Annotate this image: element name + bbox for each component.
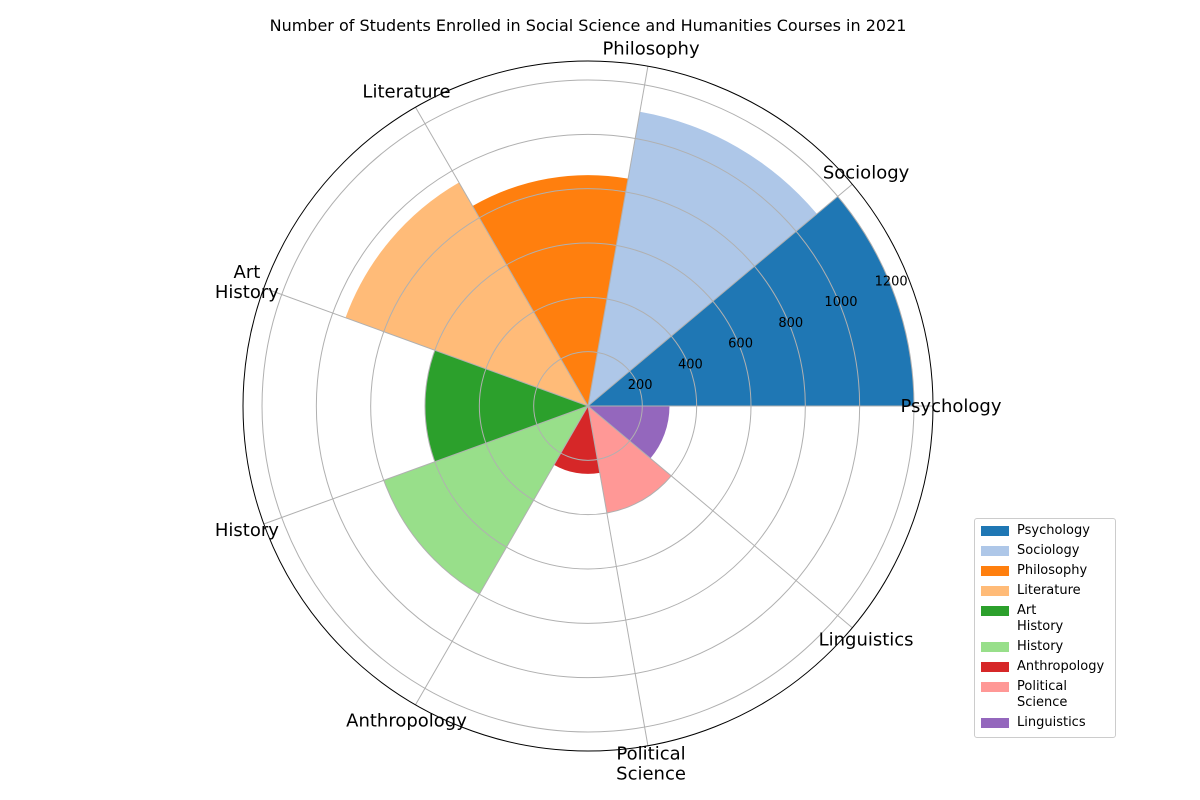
bar-political-science	[588, 406, 672, 514]
legend-label: History	[1017, 639, 1064, 654]
category-label-political-science: Political Science	[616, 743, 686, 784]
bar-sociology	[588, 111, 817, 407]
grid-spoke	[587, 405, 649, 746]
grid-spoke	[587, 66, 649, 407]
radial-tick-label: 600	[728, 337, 753, 352]
legend-swatch	[981, 526, 1009, 536]
bars-layer	[345, 111, 914, 595]
legend-label: Psychology	[1017, 523, 1090, 538]
grid-spoke	[587, 405, 853, 629]
legend-swatch	[981, 606, 1009, 616]
legend-item-philosophy: Philosophy	[981, 563, 1109, 579]
category-label-art-history: Art History	[215, 262, 279, 303]
grid-layer	[261, 66, 933, 746]
bar-art-history	[425, 350, 588, 462]
category-label-sociology: Sociology	[823, 163, 910, 184]
legend-item-history: History	[981, 639, 1109, 655]
grid-spoke	[263, 287, 589, 407]
legend-swatch	[981, 662, 1009, 672]
category-label-literature: Literature	[362, 82, 450, 103]
bar-philosophy	[472, 175, 629, 406]
category-label-philosophy: Philosophy	[602, 39, 700, 60]
bar-anthropology	[554, 406, 600, 474]
legend-item-anthropology: Anthropology	[981, 659, 1109, 675]
bar-psychology	[588, 196, 914, 406]
radial-tick-label: 400	[678, 357, 703, 372]
legend-swatch	[981, 546, 1009, 556]
grid-spoke	[415, 106, 589, 407]
chart-title: Number of Students Enrolled in Social Sc…	[270, 16, 907, 35]
legend-swatch	[981, 682, 1009, 692]
radial-tick-labels: 200 400 600 800 1000 1200	[628, 274, 908, 393]
radial-tick-label: 1200	[875, 274, 908, 289]
category-label-linguistics: Linguistics	[819, 629, 914, 650]
category-label-psychology: Psychology	[901, 396, 1002, 417]
legend-item-literature: Literature	[981, 583, 1109, 599]
legend-label: Art History	[1017, 603, 1064, 634]
category-labels: Psychology Sociology Philosophy Literature A…	[215, 39, 1002, 785]
bar-literature	[345, 182, 588, 406]
grid-spoke	[415, 405, 589, 706]
legend-item-art-history: Art History	[981, 603, 1109, 635]
bar-history	[383, 406, 588, 595]
bar-linguistics	[588, 406, 670, 459]
radial-tick-label: 200	[628, 378, 653, 393]
legend-label: Sociology	[1017, 543, 1080, 558]
legend-label: Linguistics	[1017, 715, 1086, 730]
radial-tick-label: 800	[778, 316, 803, 331]
legend-swatch	[981, 718, 1009, 728]
category-label-history: History	[215, 520, 279, 541]
legend: Psychology Sociology Philosophy Literature A…	[974, 518, 1116, 738]
legend-item-linguistics: Linguistics	[981, 715, 1109, 731]
grid-spoke	[587, 183, 853, 407]
legend-label: Political Science	[1017, 679, 1068, 710]
legend-item-psychology: Psychology	[981, 523, 1109, 539]
legend-label: Philosophy	[1017, 563, 1088, 578]
polar-frame	[242, 60, 934, 752]
legend-swatch	[981, 586, 1009, 596]
legend-label: Anthropology	[1017, 659, 1105, 674]
grid-spoke	[263, 405, 589, 525]
category-label-anthropology: Anthropology	[346, 710, 467, 731]
legend-swatch	[981, 566, 1009, 576]
legend-item-sociology: Sociology	[981, 543, 1109, 559]
legend-item-political-science: Political Science	[981, 679, 1109, 711]
radial-tick-label: 1000	[824, 295, 857, 310]
legend-swatch	[981, 642, 1009, 652]
legend-label: Literature	[1017, 583, 1081, 598]
